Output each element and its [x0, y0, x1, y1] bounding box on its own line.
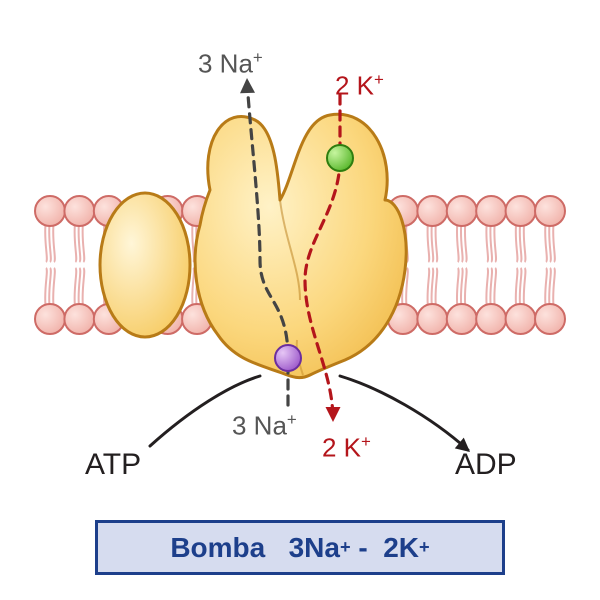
caption-box: Bomba 3Na+ - 2K+	[95, 520, 505, 575]
label-k-bottom: 2 K+	[322, 432, 371, 464]
diagram-svg	[0, 0, 600, 600]
label-adp: ADP	[455, 448, 517, 482]
label-na-top: 3 Na+	[198, 48, 263, 80]
label-na-bottom: 3 Na+	[232, 410, 297, 442]
diagram-stage: 3 Na+ 2 K+ 3 Na+ 2 K+ ATP ADP Bomba 3Na+…	[0, 0, 600, 600]
label-atp: ATP	[85, 448, 141, 482]
label-k-top: 2 K+	[335, 70, 384, 102]
atp-arrows	[150, 376, 470, 452]
